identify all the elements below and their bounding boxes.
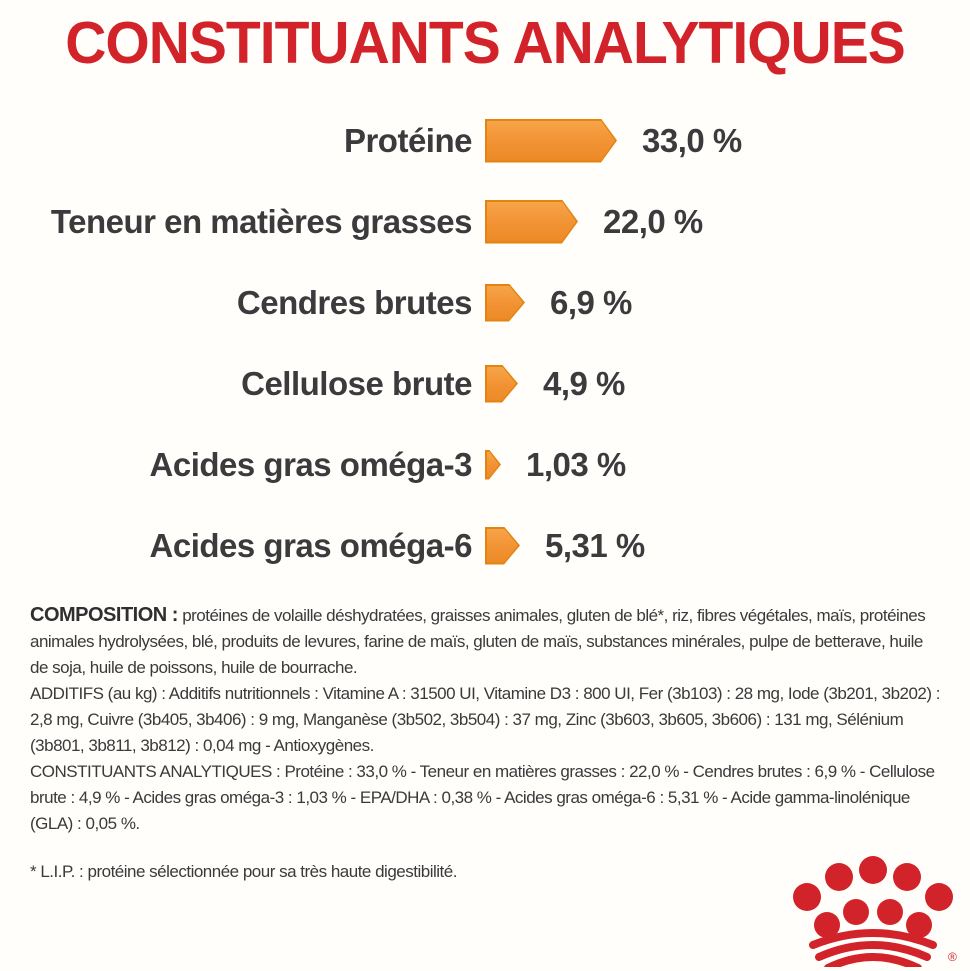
value-bar: [485, 119, 617, 163]
registered-trademark-symbol: ®: [948, 950, 957, 964]
chart-row: Cendres brutes 6,9 %: [30, 262, 970, 343]
bar-label: Acides gras oméga-6: [149, 526, 473, 564]
value-bar-fill: [487, 529, 518, 563]
chart-row: Acides gras oméga-3 1,03 %: [30, 424, 970, 505]
bar-label: Protéine: [343, 121, 473, 159]
composition-body: protéines de volaille déshydratées, grai…: [30, 606, 926, 677]
bar-value: 6,9 %: [550, 283, 632, 321]
analytical-constituents-paragraph: CONSTITUANTS ANALYTIQUES : Protéine : 33…: [30, 762, 935, 833]
bar-value: 4,9 %: [543, 364, 625, 402]
crown-icon: [793, 856, 953, 967]
bar-label: Teneur en matières grasses: [50, 202, 473, 240]
composition-label: COMPOSITION :: [30, 604, 178, 626]
value-bar: [485, 365, 518, 403]
value-bar: [485, 527, 520, 565]
bar-label: Cellulose brute: [241, 364, 472, 402]
composition-paragraph: COMPOSITION : protéines de volaille désh…: [30, 602, 942, 681]
chart-row: Cellulose brute 4,9 %: [30, 343, 970, 424]
value-bar: [485, 450, 501, 480]
value-bar: [485, 200, 578, 244]
bar-label: Acides gras oméga-3: [149, 445, 473, 483]
bar-value: 22,0 %: [603, 202, 703, 240]
bar-label: Cendres brutes: [236, 283, 473, 321]
value-bar: [485, 284, 525, 322]
value-bar-fill: [487, 367, 516, 401]
royal-canin-crown-logo: ®: [793, 856, 957, 967]
bar-value: 1,03 %: [526, 445, 626, 483]
bar-value: 33,0 %: [642, 121, 742, 159]
chart-row: Teneur en matières grasses 22,0 %: [30, 181, 970, 262]
lip-footnote: * L.I.P. : protéine sélectionnée pour sa…: [30, 862, 457, 881]
value-bar-fill: [487, 452, 499, 478]
chart-row: Protéine 33,0 %: [30, 100, 970, 181]
fine-print-block: COMPOSITION : protéines de volaille désh…: [30, 602, 942, 885]
value-bar-fill: [487, 202, 576, 242]
bar-value: 5,31 %: [545, 526, 645, 564]
value-bar-fill: [487, 286, 523, 320]
value-bar-fill: [487, 121, 615, 161]
chart-row: Acides gras oméga-6 5,31 %: [30, 505, 970, 586]
page-title: CONSTITUANTS ANALYTIQUES: [65, 9, 906, 77]
additives-paragraph: ADDITIFS (au kg) : Additifs nutritionnel…: [30, 684, 941, 755]
analytical-constituents-chart: Protéine 33,0 % Teneur en matières grasses…: [0, 100, 970, 586]
